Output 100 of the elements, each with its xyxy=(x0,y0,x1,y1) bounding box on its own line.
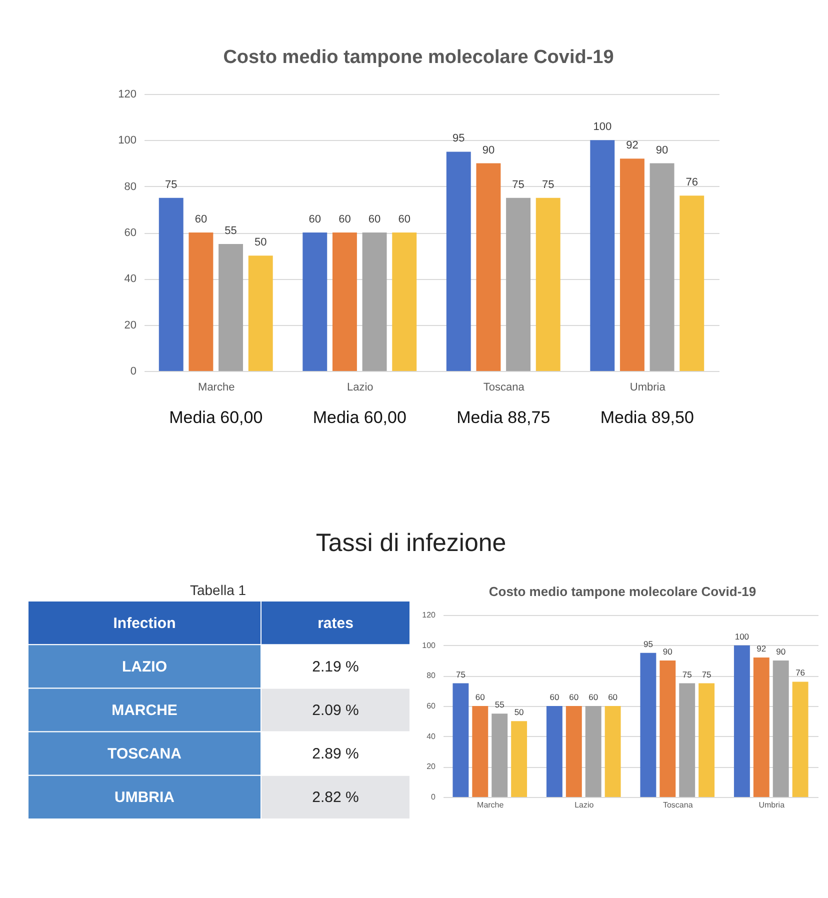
data-label: 90 xyxy=(776,646,786,656)
bar xyxy=(302,232,328,371)
bar xyxy=(566,706,582,797)
bar xyxy=(650,163,674,371)
data-label: 90 xyxy=(482,144,495,156)
bar xyxy=(792,682,808,797)
y-tick-label: 120 xyxy=(422,610,436,620)
y-tick-label: 80 xyxy=(124,180,136,193)
y-tick-label: 60 xyxy=(426,702,436,710)
x-tick-label: Toscana xyxy=(662,800,694,810)
bar xyxy=(472,706,488,797)
bar xyxy=(698,683,715,797)
chart-title: Costo medio tampone molecolare Covid-19 xyxy=(488,584,756,599)
bar xyxy=(492,714,508,797)
data-label: 55 xyxy=(494,700,505,710)
data-label: 75 xyxy=(702,669,712,680)
bar xyxy=(511,721,528,797)
text: 2.19 % xyxy=(312,658,359,676)
data-label: 55 xyxy=(224,225,237,238)
text: Infection xyxy=(113,614,176,632)
bar xyxy=(660,660,676,797)
data-label: 100 xyxy=(593,121,612,134)
data-label: 92 xyxy=(756,643,766,654)
data-label: 75 xyxy=(165,178,178,191)
text: rates xyxy=(318,614,354,632)
data-label: 76 xyxy=(796,668,806,678)
bar xyxy=(452,683,469,797)
data-label: 60 xyxy=(308,214,322,226)
bar xyxy=(590,140,615,371)
text: 2.82 % xyxy=(312,789,359,806)
text: LAZIO xyxy=(122,658,168,676)
x-tick-label: Marche xyxy=(477,800,504,810)
bar xyxy=(332,232,357,371)
text: Media 88,75 xyxy=(456,408,550,427)
y-tick-label: 0 xyxy=(130,366,136,378)
y-tick-label: 20 xyxy=(124,319,136,332)
data-label: 75 xyxy=(682,669,692,680)
data-label: 75 xyxy=(456,669,466,680)
bar xyxy=(604,706,621,797)
data-label: 60 xyxy=(338,214,351,226)
bar xyxy=(585,706,602,797)
data-label: 90 xyxy=(656,144,668,156)
data-label: 60 xyxy=(368,214,381,226)
y-tick-label: 100 xyxy=(422,640,436,650)
data-label: 60 xyxy=(475,692,486,702)
data-label: 76 xyxy=(686,176,698,189)
y-tick-label: 40 xyxy=(426,732,436,741)
text: 2.09 % xyxy=(312,702,359,719)
text: MARCHE xyxy=(112,702,178,719)
data-label: 50 xyxy=(254,236,267,249)
text: 2.89 % xyxy=(312,746,359,763)
chart-title: Costo medio tampone molecolare Covid-19 xyxy=(223,47,614,68)
bar xyxy=(536,198,560,371)
y-tick-label: 40 xyxy=(124,273,136,286)
bar xyxy=(218,244,244,371)
y-tick-label: 0 xyxy=(431,792,436,802)
bar xyxy=(680,196,704,371)
x-tick-label: Lazio xyxy=(346,382,374,394)
data-label: 75 xyxy=(542,178,554,191)
data-label: 50 xyxy=(514,707,524,718)
y-tick-label: 60 xyxy=(124,227,136,239)
data-label: 60 xyxy=(398,214,410,226)
bar xyxy=(446,152,471,371)
y-tick-label: 20 xyxy=(426,762,436,772)
x-tick-label: Umbria xyxy=(630,382,666,394)
bar xyxy=(188,232,214,371)
data-label: 92 xyxy=(626,140,638,152)
bar xyxy=(546,706,562,797)
bar xyxy=(772,660,789,797)
x-tick-label: Lazio xyxy=(574,800,594,810)
data-label: 100 xyxy=(734,631,750,642)
data-label: 90 xyxy=(662,646,673,656)
data-label: 60 xyxy=(550,692,560,702)
data-label: 60 xyxy=(608,692,618,702)
bar xyxy=(679,683,696,797)
text: Tassi di infezione xyxy=(316,529,506,557)
y-tick-label: 100 xyxy=(118,134,136,147)
data-label: 60 xyxy=(194,214,208,226)
data-label: 75 xyxy=(512,178,524,191)
y-tick-label: 120 xyxy=(118,88,136,100)
text: TOSCANA xyxy=(108,746,182,763)
text: Media 89,50 xyxy=(600,408,694,427)
x-tick-label: Marche xyxy=(198,382,235,394)
bar xyxy=(753,657,770,797)
data-label: 60 xyxy=(588,692,598,702)
bar xyxy=(734,645,750,797)
bar xyxy=(506,198,531,371)
bar xyxy=(640,652,656,797)
x-tick-label: Toscana xyxy=(483,382,526,394)
bar xyxy=(362,232,387,371)
text: Media 60,00 xyxy=(169,408,263,427)
bar xyxy=(248,256,273,371)
bar xyxy=(476,163,501,371)
text: UMBRIA xyxy=(114,789,175,806)
y-tick-label: 80 xyxy=(426,671,436,680)
text: Tabella 1 xyxy=(190,582,246,598)
data-label: 60 xyxy=(569,692,579,702)
data-label: 95 xyxy=(452,132,465,145)
bar xyxy=(620,158,644,371)
x-tick-label: Umbria xyxy=(758,800,786,810)
